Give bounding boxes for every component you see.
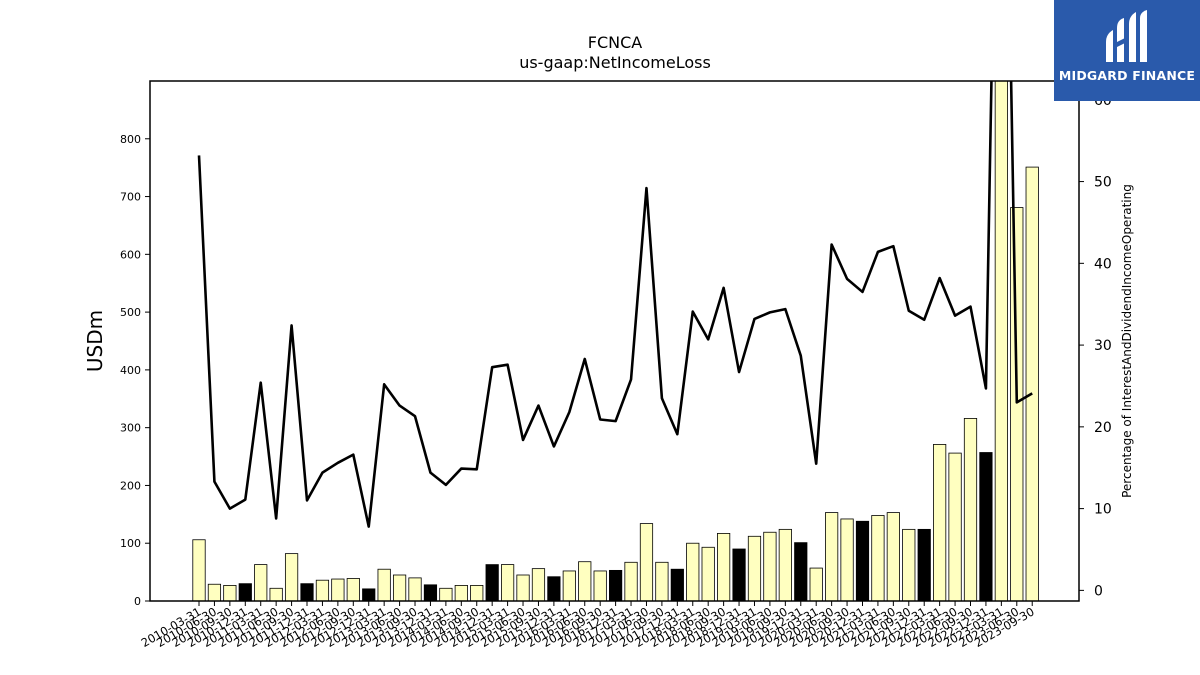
bar xyxy=(223,585,237,601)
bar xyxy=(192,539,206,601)
bar xyxy=(500,564,515,601)
bar xyxy=(840,518,854,601)
y2-tick-label: 20 xyxy=(1094,420,1112,436)
bar xyxy=(794,542,808,601)
bar xyxy=(238,583,252,601)
bar xyxy=(933,444,947,601)
bar xyxy=(855,520,870,601)
logo-mark-icon xyxy=(1106,10,1147,62)
y-tick-label: 700 xyxy=(120,191,141,204)
bar xyxy=(547,576,561,601)
logo: MIDGARD FINANCE xyxy=(1054,0,1200,101)
bar xyxy=(871,515,885,601)
bar xyxy=(809,567,823,601)
line-group xyxy=(197,81,1033,528)
bar xyxy=(886,512,900,601)
bar xyxy=(994,81,1008,601)
bar xyxy=(470,585,484,601)
bar xyxy=(670,568,684,601)
bar xyxy=(732,548,746,601)
y-tick-label: 800 xyxy=(120,133,141,146)
y2-tick-label: 0 xyxy=(1094,583,1103,599)
bar xyxy=(454,585,468,601)
y2-tick-label: 10 xyxy=(1094,502,1112,518)
bar xyxy=(485,564,499,601)
bar xyxy=(979,452,993,601)
bar xyxy=(825,512,839,601)
bar xyxy=(300,583,314,601)
bar xyxy=(362,588,376,601)
bar xyxy=(701,546,715,601)
y-tick-label: 100 xyxy=(120,537,141,550)
bar xyxy=(531,568,546,601)
bar xyxy=(902,528,916,601)
bar xyxy=(593,570,607,601)
left-axis: 0 100 200 300 400 500 600 700 800 xyxy=(120,133,150,608)
y-tick-label: 500 xyxy=(120,306,141,319)
bar xyxy=(207,583,222,601)
bar xyxy=(778,528,792,601)
bar xyxy=(609,569,623,601)
bar xyxy=(686,542,700,601)
logo-text: MIDGARD FINANCE xyxy=(1058,68,1196,83)
bar xyxy=(284,553,299,601)
y-tick-label: 600 xyxy=(120,248,141,261)
y-tick-label: 0 xyxy=(134,595,141,608)
bar-group xyxy=(192,81,1039,601)
y-tick-label: 400 xyxy=(120,364,141,377)
bar xyxy=(624,561,638,601)
x-axis: 2010-03-312010-06-302010-09-302010-12-31… xyxy=(139,601,1037,650)
y-tick-label: 300 xyxy=(120,422,141,435)
bar xyxy=(948,452,962,601)
bar xyxy=(392,574,407,601)
bar xyxy=(963,418,978,601)
y2-tick-label: 50 xyxy=(1094,175,1112,191)
bar xyxy=(747,535,762,601)
y2-axis-label: Percentage of InterestAndDividendIncomeO… xyxy=(1120,184,1134,498)
bar xyxy=(1025,166,1039,601)
bar xyxy=(717,533,731,601)
bar xyxy=(439,587,453,601)
bar xyxy=(562,570,576,601)
bar xyxy=(1010,207,1024,601)
bar xyxy=(639,523,654,601)
bar xyxy=(917,528,931,601)
right-axis: 0102030405060 xyxy=(1079,93,1112,599)
bar xyxy=(423,584,438,601)
bar xyxy=(516,574,530,601)
bar xyxy=(254,564,268,601)
y-axis-label: USDm xyxy=(83,310,107,372)
series-line xyxy=(197,81,1033,528)
y2-tick-label: 40 xyxy=(1094,256,1112,272)
y2-tick-label: 30 xyxy=(1094,338,1112,354)
bar xyxy=(408,577,422,601)
y-tick-label: 200 xyxy=(120,479,141,492)
bar xyxy=(269,587,283,601)
bar xyxy=(578,561,592,601)
bar xyxy=(655,561,669,601)
bar xyxy=(315,579,330,601)
chart-subtitle: us-gaap:NetIncomeLoss xyxy=(519,53,711,72)
chart-title: FCNCA xyxy=(588,33,643,52)
plot-frame xyxy=(149,80,1080,602)
bar xyxy=(331,578,345,601)
bar xyxy=(763,531,777,601)
bar xyxy=(346,578,360,601)
bar xyxy=(377,568,391,601)
